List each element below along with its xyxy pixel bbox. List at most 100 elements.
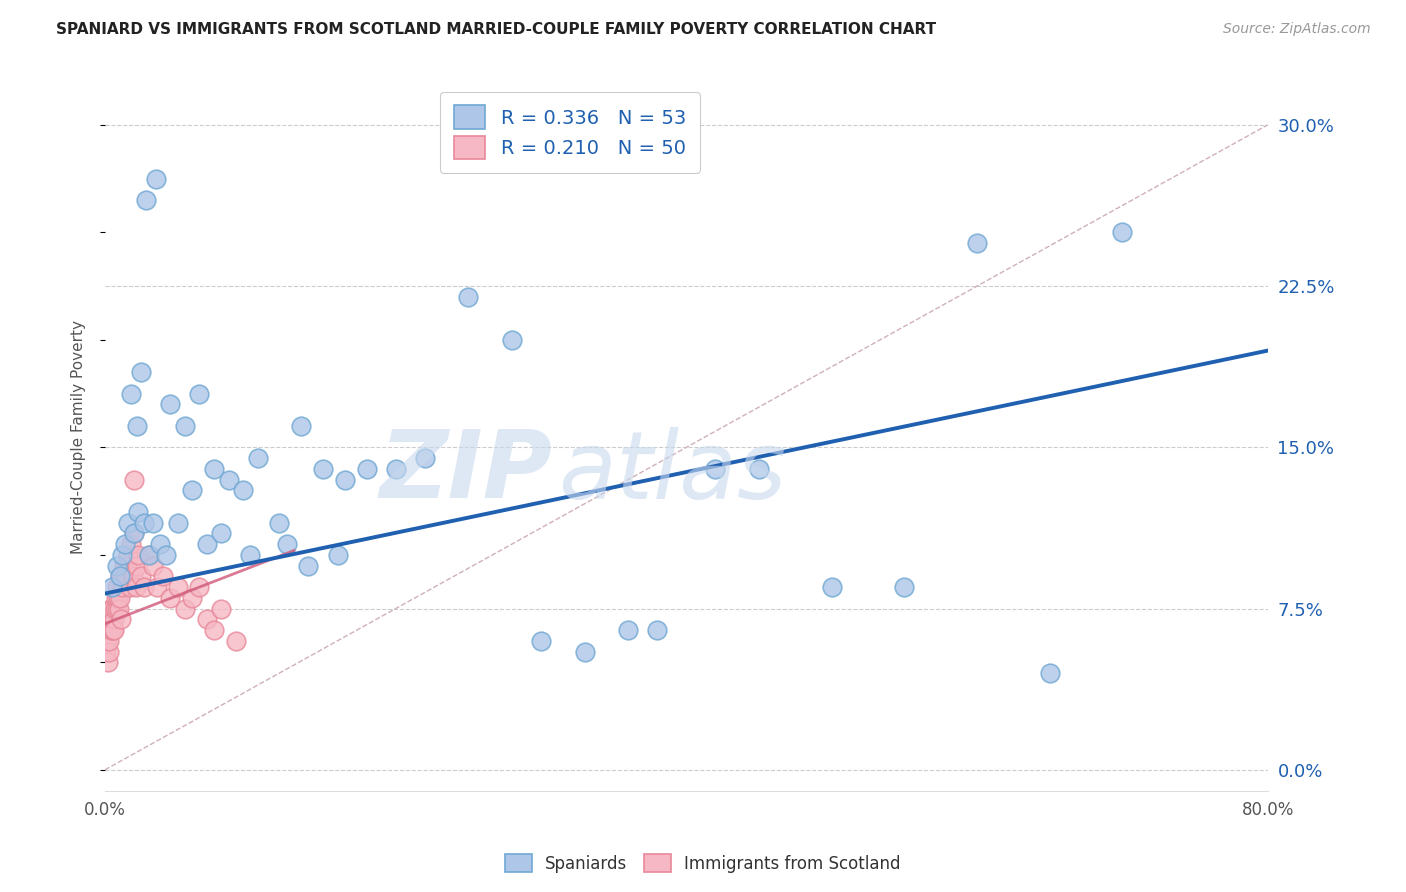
Point bbox=[117, 548, 139, 562]
Point bbox=[195, 612, 218, 626]
Point bbox=[232, 483, 254, 498]
Point bbox=[269, 516, 291, 530]
Point bbox=[114, 537, 136, 551]
Point bbox=[704, 462, 727, 476]
Point bbox=[101, 601, 124, 615]
Point bbox=[246, 451, 269, 466]
Point bbox=[159, 591, 181, 605]
Point bbox=[122, 526, 145, 541]
Point bbox=[110, 612, 132, 626]
Text: ZIP: ZIP bbox=[380, 426, 553, 518]
Point bbox=[312, 462, 335, 476]
Point bbox=[188, 386, 211, 401]
Point bbox=[103, 623, 125, 637]
Point bbox=[174, 601, 197, 615]
Point bbox=[181, 483, 204, 498]
Point bbox=[96, 644, 118, 658]
Point bbox=[166, 516, 188, 530]
Point bbox=[104, 601, 127, 615]
Point bbox=[413, 451, 436, 466]
Point bbox=[101, 580, 124, 594]
Point bbox=[105, 601, 128, 615]
Point bbox=[111, 580, 134, 594]
Point bbox=[103, 612, 125, 626]
Point bbox=[142, 558, 165, 573]
Point bbox=[98, 601, 121, 615]
Point bbox=[107, 591, 129, 605]
Point bbox=[105, 580, 128, 594]
Point bbox=[122, 526, 145, 541]
Text: Source: ZipAtlas.com: Source: ZipAtlas.com bbox=[1223, 22, 1371, 37]
Point bbox=[333, 473, 356, 487]
Point bbox=[127, 548, 149, 562]
Legend: Spaniards, Immigrants from Scotland: Spaniards, Immigrants from Scotland bbox=[499, 847, 907, 880]
Point bbox=[107, 601, 129, 615]
Point bbox=[121, 569, 143, 583]
Point bbox=[124, 580, 146, 594]
Point bbox=[276, 537, 298, 551]
Point bbox=[181, 591, 204, 605]
Point bbox=[134, 580, 156, 594]
Point bbox=[104, 591, 127, 605]
Y-axis label: Married-Couple Family Poverty: Married-Couple Family Poverty bbox=[72, 319, 86, 554]
Point bbox=[96, 633, 118, 648]
Point bbox=[125, 418, 148, 433]
Point bbox=[384, 462, 406, 476]
Point bbox=[239, 548, 262, 562]
Point bbox=[108, 569, 131, 583]
Point bbox=[98, 633, 121, 648]
Point bbox=[125, 558, 148, 573]
Point bbox=[111, 569, 134, 583]
Point bbox=[114, 569, 136, 583]
Point bbox=[645, 623, 668, 637]
Point bbox=[105, 558, 128, 573]
Point bbox=[893, 580, 915, 594]
Point bbox=[748, 462, 770, 476]
Point bbox=[149, 537, 172, 551]
Point bbox=[97, 656, 120, 670]
Point bbox=[218, 473, 240, 487]
Point bbox=[209, 526, 232, 541]
Point bbox=[122, 473, 145, 487]
Point bbox=[501, 333, 523, 347]
Point bbox=[100, 623, 122, 637]
Point bbox=[574, 644, 596, 658]
Point bbox=[111, 548, 134, 562]
Point bbox=[115, 558, 138, 573]
Point bbox=[209, 601, 232, 615]
Point bbox=[112, 558, 135, 573]
Point bbox=[155, 548, 177, 562]
Point bbox=[617, 623, 640, 637]
Point bbox=[101, 623, 124, 637]
Point bbox=[297, 558, 319, 573]
Point bbox=[1111, 226, 1133, 240]
Point bbox=[174, 418, 197, 433]
Point bbox=[530, 633, 553, 648]
Point bbox=[202, 462, 225, 476]
Point bbox=[188, 580, 211, 594]
Point bbox=[118, 580, 141, 594]
Point bbox=[138, 548, 160, 562]
Point bbox=[356, 462, 378, 476]
Text: atlas: atlas bbox=[558, 426, 787, 517]
Point bbox=[110, 591, 132, 605]
Point bbox=[290, 418, 312, 433]
Point bbox=[131, 365, 153, 379]
Legend: R = 0.336   N = 53, R = 0.210   N = 50: R = 0.336 N = 53, R = 0.210 N = 50 bbox=[440, 92, 700, 173]
Point bbox=[100, 612, 122, 626]
Point bbox=[120, 386, 142, 401]
Point bbox=[966, 236, 988, 251]
Point bbox=[145, 171, 167, 186]
Point bbox=[142, 516, 165, 530]
Point bbox=[131, 569, 153, 583]
Point bbox=[127, 505, 149, 519]
Point bbox=[166, 580, 188, 594]
Point bbox=[120, 537, 142, 551]
Point bbox=[195, 537, 218, 551]
Point bbox=[457, 290, 479, 304]
Point bbox=[326, 548, 349, 562]
Point bbox=[202, 623, 225, 637]
Point bbox=[146, 580, 169, 594]
Point bbox=[135, 193, 157, 207]
Point bbox=[152, 569, 174, 583]
